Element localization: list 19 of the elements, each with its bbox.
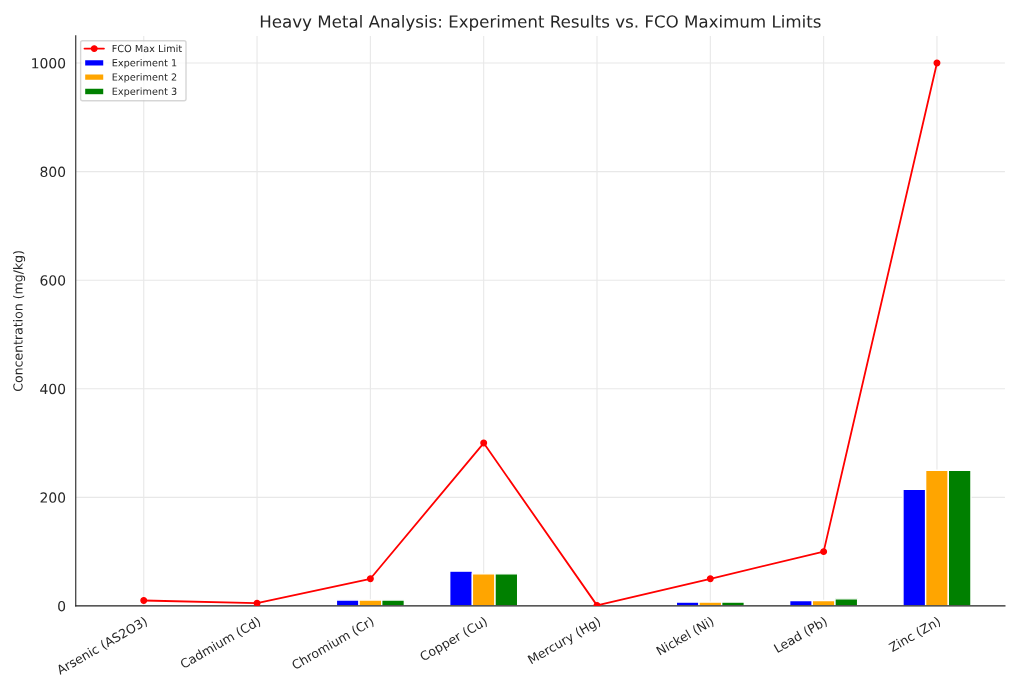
- y-tick-label: 400: [40, 383, 66, 395]
- point: [706, 575, 714, 583]
- legend-label: Experiment 2: [112, 73, 177, 83]
- y-tick-label: 800: [40, 166, 66, 178]
- point: [140, 597, 148, 604]
- point: [253, 599, 261, 606]
- y-tick-label: 1000: [32, 57, 66, 69]
- x-tick-label: Zinc (Zn): [888, 616, 942, 654]
- point: [480, 439, 488, 447]
- point: [366, 575, 374, 583]
- legend-label: FCO Max Limit: [112, 44, 182, 53]
- legend-label: Experiment 1: [112, 58, 177, 69]
- y-tick-label: 600: [40, 275, 66, 286]
- chart-title: Heavy Metal Analysis: Experiment Results vs. FCO Maximum Limits: [260, 14, 821, 32]
- legend-label: Experiment 3: [112, 87, 177, 97]
- point: [820, 548, 828, 556]
- y-tick-label: 200: [40, 492, 66, 503]
- y-axis-title: Concentration (mg/kg): [13, 251, 26, 392]
- y-tick-label: 0: [58, 600, 66, 612]
